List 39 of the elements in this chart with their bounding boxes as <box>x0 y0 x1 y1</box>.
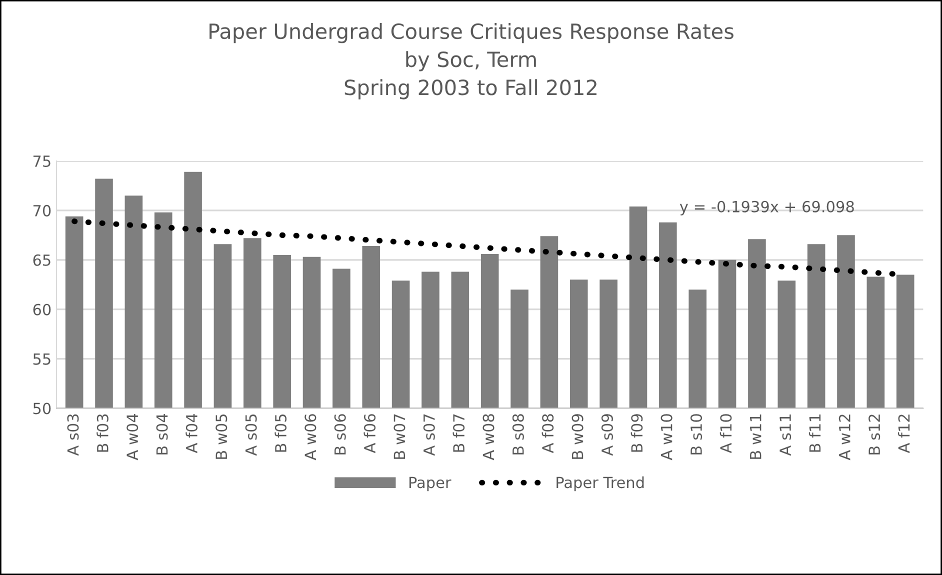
annotation: y = -0.1939x + 69.098 <box>680 200 854 216</box>
x-tick-label: A s07 <box>423 414 435 456</box>
x-tick-label: A f10 <box>720 414 732 454</box>
legend-label: Paper <box>409 476 452 492</box>
y-tick-label: 50 <box>33 402 51 414</box>
x-tick-label: B f11 <box>808 414 821 452</box>
x-tick-label: B f05 <box>274 414 287 452</box>
x-tick-label: B w11 <box>750 414 762 459</box>
x-tick-label: B s12 <box>868 414 880 454</box>
y-tick-label: 75 <box>33 156 50 168</box>
x-tick-label: A s11 <box>780 414 792 456</box>
x-tick-label: B s08 <box>512 414 524 454</box>
x-tick-label: A s03 <box>67 414 79 456</box>
x-tick-label: A f04 <box>186 414 198 454</box>
x-tick-label: B s10 <box>690 414 702 454</box>
x-tick-label: B w07 <box>394 414 406 459</box>
x-tick-label: A w12 <box>838 414 850 460</box>
legend-label: Paper Trend <box>556 476 644 492</box>
x-tick-label: A w08 <box>482 414 494 460</box>
x-tick-label: A w06 <box>304 414 316 460</box>
x-tick-label: B s06 <box>334 414 346 454</box>
x-tick-label: B w05 <box>216 414 228 459</box>
x-tick-label: A w04 <box>126 414 138 460</box>
x-tick-label: B w09 <box>572 414 584 459</box>
x-tick-label: B s04 <box>156 414 168 454</box>
x-tick-label: A f06 <box>364 414 376 454</box>
x-tick-label: B f07 <box>452 414 465 452</box>
x-tick-label: A w10 <box>660 414 672 460</box>
y-tick-label: 55 <box>33 353 50 365</box>
x-tick-label: A s05 <box>245 414 257 456</box>
y-tick-label: 60 <box>33 304 51 316</box>
x-tick-label: B f03 <box>96 414 108 452</box>
x-tick-label: A f08 <box>542 414 554 454</box>
y-tick-label: 65 <box>33 254 50 266</box>
x-tick-label: A f12 <box>898 414 910 454</box>
x-tick-label: A s09 <box>601 414 613 456</box>
chart-title: Paper Undergrad Course Critiques Response Rates by Soc, Term Spring 2003 to Fall 2012 <box>210 23 734 100</box>
x-tick-label: B f09 <box>630 414 643 452</box>
y-tick-label: 70 <box>33 204 51 216</box>
